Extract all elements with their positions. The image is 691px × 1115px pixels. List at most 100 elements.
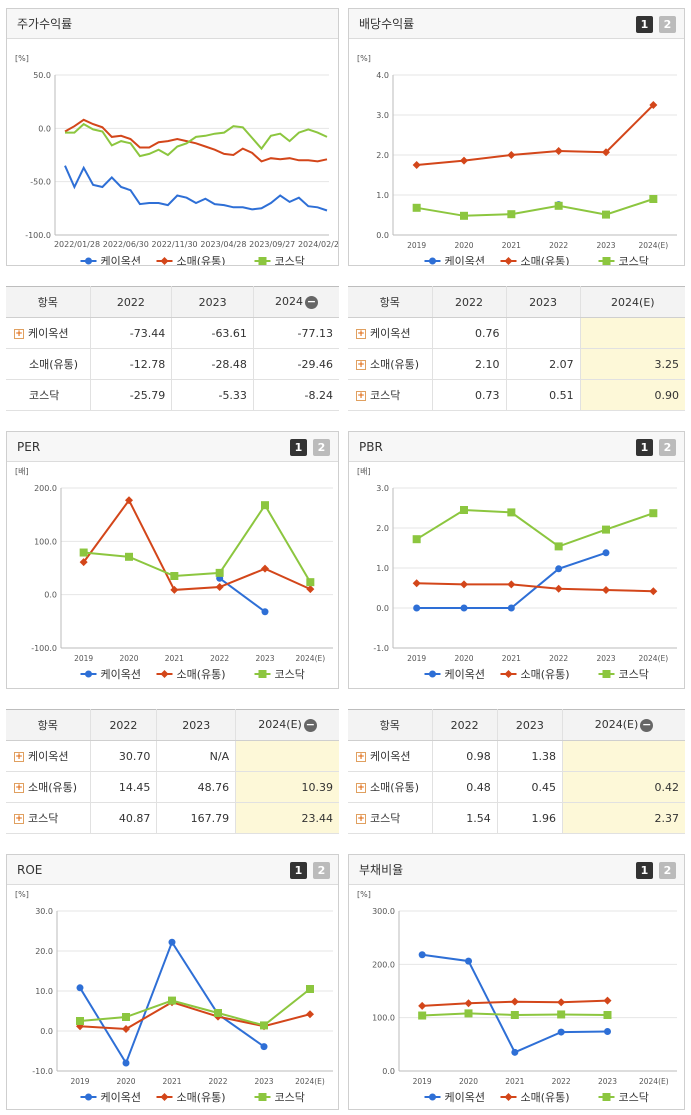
x-tick-label: 2023/09/27	[249, 240, 295, 249]
series-line-kosdaq	[416, 508, 654, 548]
header-year: 2022	[89, 709, 157, 741]
expand-plus-icon[interactable]: +	[356, 783, 366, 793]
data-point-retail	[460, 156, 468, 165]
table-cell	[505, 317, 581, 349]
data-point-kei	[557, 1028, 565, 1036]
data-point-kosdaq	[602, 210, 610, 219]
y-tick-label: 10.0	[35, 987, 53, 996]
data-point-kei	[507, 604, 515, 612]
page-1-button[interactable]: 1	[636, 439, 653, 456]
table-row: + 코스닥 0.73 0.51 0.90	[348, 379, 685, 411]
page-2-button[interactable]: 2	[659, 439, 676, 456]
expand-plus-icon[interactable]: +	[356, 360, 366, 370]
legend-label-retail: 소매(유통)	[521, 255, 570, 265]
y-tick-label: 0.0	[38, 124, 51, 133]
y-tick-label: 1.0	[376, 564, 389, 573]
page-2-button[interactable]: 2	[659, 862, 676, 879]
expand-plus-icon[interactable]: +	[356, 752, 366, 762]
x-tick-label: 2019	[70, 1077, 89, 1086]
data-point-kei	[460, 604, 468, 612]
legend-label-kei: 케이옥션	[445, 1091, 485, 1104]
collapse-icon[interactable]: −	[303, 717, 317, 732]
table-row: 소매(유통) -12.78 -28.48 -29.46	[6, 348, 339, 380]
legend-marker-kei	[429, 670, 436, 678]
y-tick-label: -1.0	[373, 644, 389, 653]
y-tick-label: 200.0	[34, 484, 57, 493]
data-point-kosdaq	[649, 195, 658, 203]
legend-label-kosdaq: 코스닥	[275, 668, 305, 681]
data-point-kosdaq	[261, 501, 269, 510]
y-tick-label: 0.0	[44, 591, 57, 600]
collapse-icon[interactable]: −	[304, 294, 318, 309]
table-row: + 소매(유통) 14.45 48.76 10.39	[6, 771, 339, 803]
legend-label-kosdaq: 코스닥	[619, 255, 649, 265]
dividend-chart-title: 배당수익률	[359, 17, 415, 31]
table-cell: -12.78	[89, 348, 172, 380]
legend-marker-kosdaq	[602, 1093, 611, 1101]
legend-marker-kei	[85, 257, 92, 265]
header-year: 2024(E) −	[235, 709, 339, 741]
series-line-kei	[64, 165, 328, 212]
page-2-button[interactable]: 2	[659, 16, 676, 33]
expand-plus-icon[interactable]: +	[14, 329, 24, 339]
x-tick-label: 2022/06/30	[103, 240, 149, 249]
expand-plus-icon[interactable]: +	[14, 783, 24, 793]
table-row: + 코스닥 40.87 167.79 23.44	[6, 802, 339, 834]
table-cell: -5.33	[171, 379, 254, 411]
table-cell: 1.96	[496, 802, 563, 834]
page-1-button[interactable]: 1	[290, 862, 307, 879]
data-point-retail	[603, 996, 612, 1005]
legend-label-kosdaq: 코스닥	[619, 1091, 649, 1104]
table-cell	[579, 317, 685, 349]
row-label: + 케이옥션	[348, 317, 432, 349]
row-label: + 케이옥션	[348, 740, 432, 772]
header-year: 2023	[156, 709, 236, 741]
data-point-kei	[602, 549, 610, 557]
data-point-retail	[464, 999, 473, 1008]
y-tick-label: 0.0	[376, 604, 389, 613]
legend-label-kei: 케이옥션	[445, 668, 485, 681]
legend-marker-kosdaq	[602, 670, 611, 678]
x-tick-label: 2022	[208, 1077, 227, 1086]
data-point-kei	[555, 565, 563, 573]
x-tick-label: 2024(E)	[639, 1077, 669, 1086]
table-row: + 소매(유통) 2.10 2.07 3.25	[348, 348, 685, 380]
expand-plus-icon[interactable]: +	[356, 391, 366, 401]
expand-plus-icon[interactable]: +	[356, 814, 366, 824]
page-1-button[interactable]: 1	[290, 439, 307, 456]
per-chart: [배] 200.0 100.0 0.0 -100.0 2019 2020 2021 2022 20…	[15, 467, 333, 681]
x-tick-label: 2022	[552, 1077, 571, 1086]
expand-plus-icon[interactable]: +	[14, 814, 24, 824]
table-cell: 23.44	[235, 802, 339, 834]
table-cell: 0.98	[431, 740, 498, 772]
legend-label-kosdaq: 코스닥	[275, 1091, 305, 1104]
page-2-button[interactable]: 2	[313, 439, 330, 456]
y-unit-label: [%]	[15, 890, 29, 899]
series-line-retail	[416, 582, 654, 593]
data-point-retail	[554, 147, 563, 155]
x-tick-label: 2019	[407, 241, 426, 250]
legend-marker-kei	[429, 257, 436, 265]
pbr-chart-title: PBR	[359, 440, 383, 454]
expand-plus-icon[interactable]: +	[14, 752, 24, 762]
y-tick-label: 3.0	[376, 484, 389, 493]
expand-plus-icon[interactable]: +	[356, 329, 366, 339]
table-cell	[235, 740, 339, 772]
page-1-button[interactable]: 1	[636, 862, 653, 879]
data-point-kosdaq	[464, 1009, 473, 1018]
data-point-kosdaq	[460, 506, 468, 514]
table-cell	[561, 740, 685, 772]
row-label: + 케이옥션	[6, 740, 90, 772]
y-tick-label: -50.0	[30, 178, 51, 187]
page-2-button[interactable]: 2	[313, 862, 330, 879]
x-tick-label: 2023	[255, 654, 274, 663]
page-1-button[interactable]: 1	[636, 16, 653, 33]
data-point-kosdaq	[554, 201, 563, 210]
row-label: + 코스닥	[348, 802, 432, 834]
y-tick-label: 300.0	[372, 907, 395, 916]
y-tick-label: 0.0	[376, 231, 389, 240]
collapse-icon[interactable]: −	[640, 717, 654, 732]
